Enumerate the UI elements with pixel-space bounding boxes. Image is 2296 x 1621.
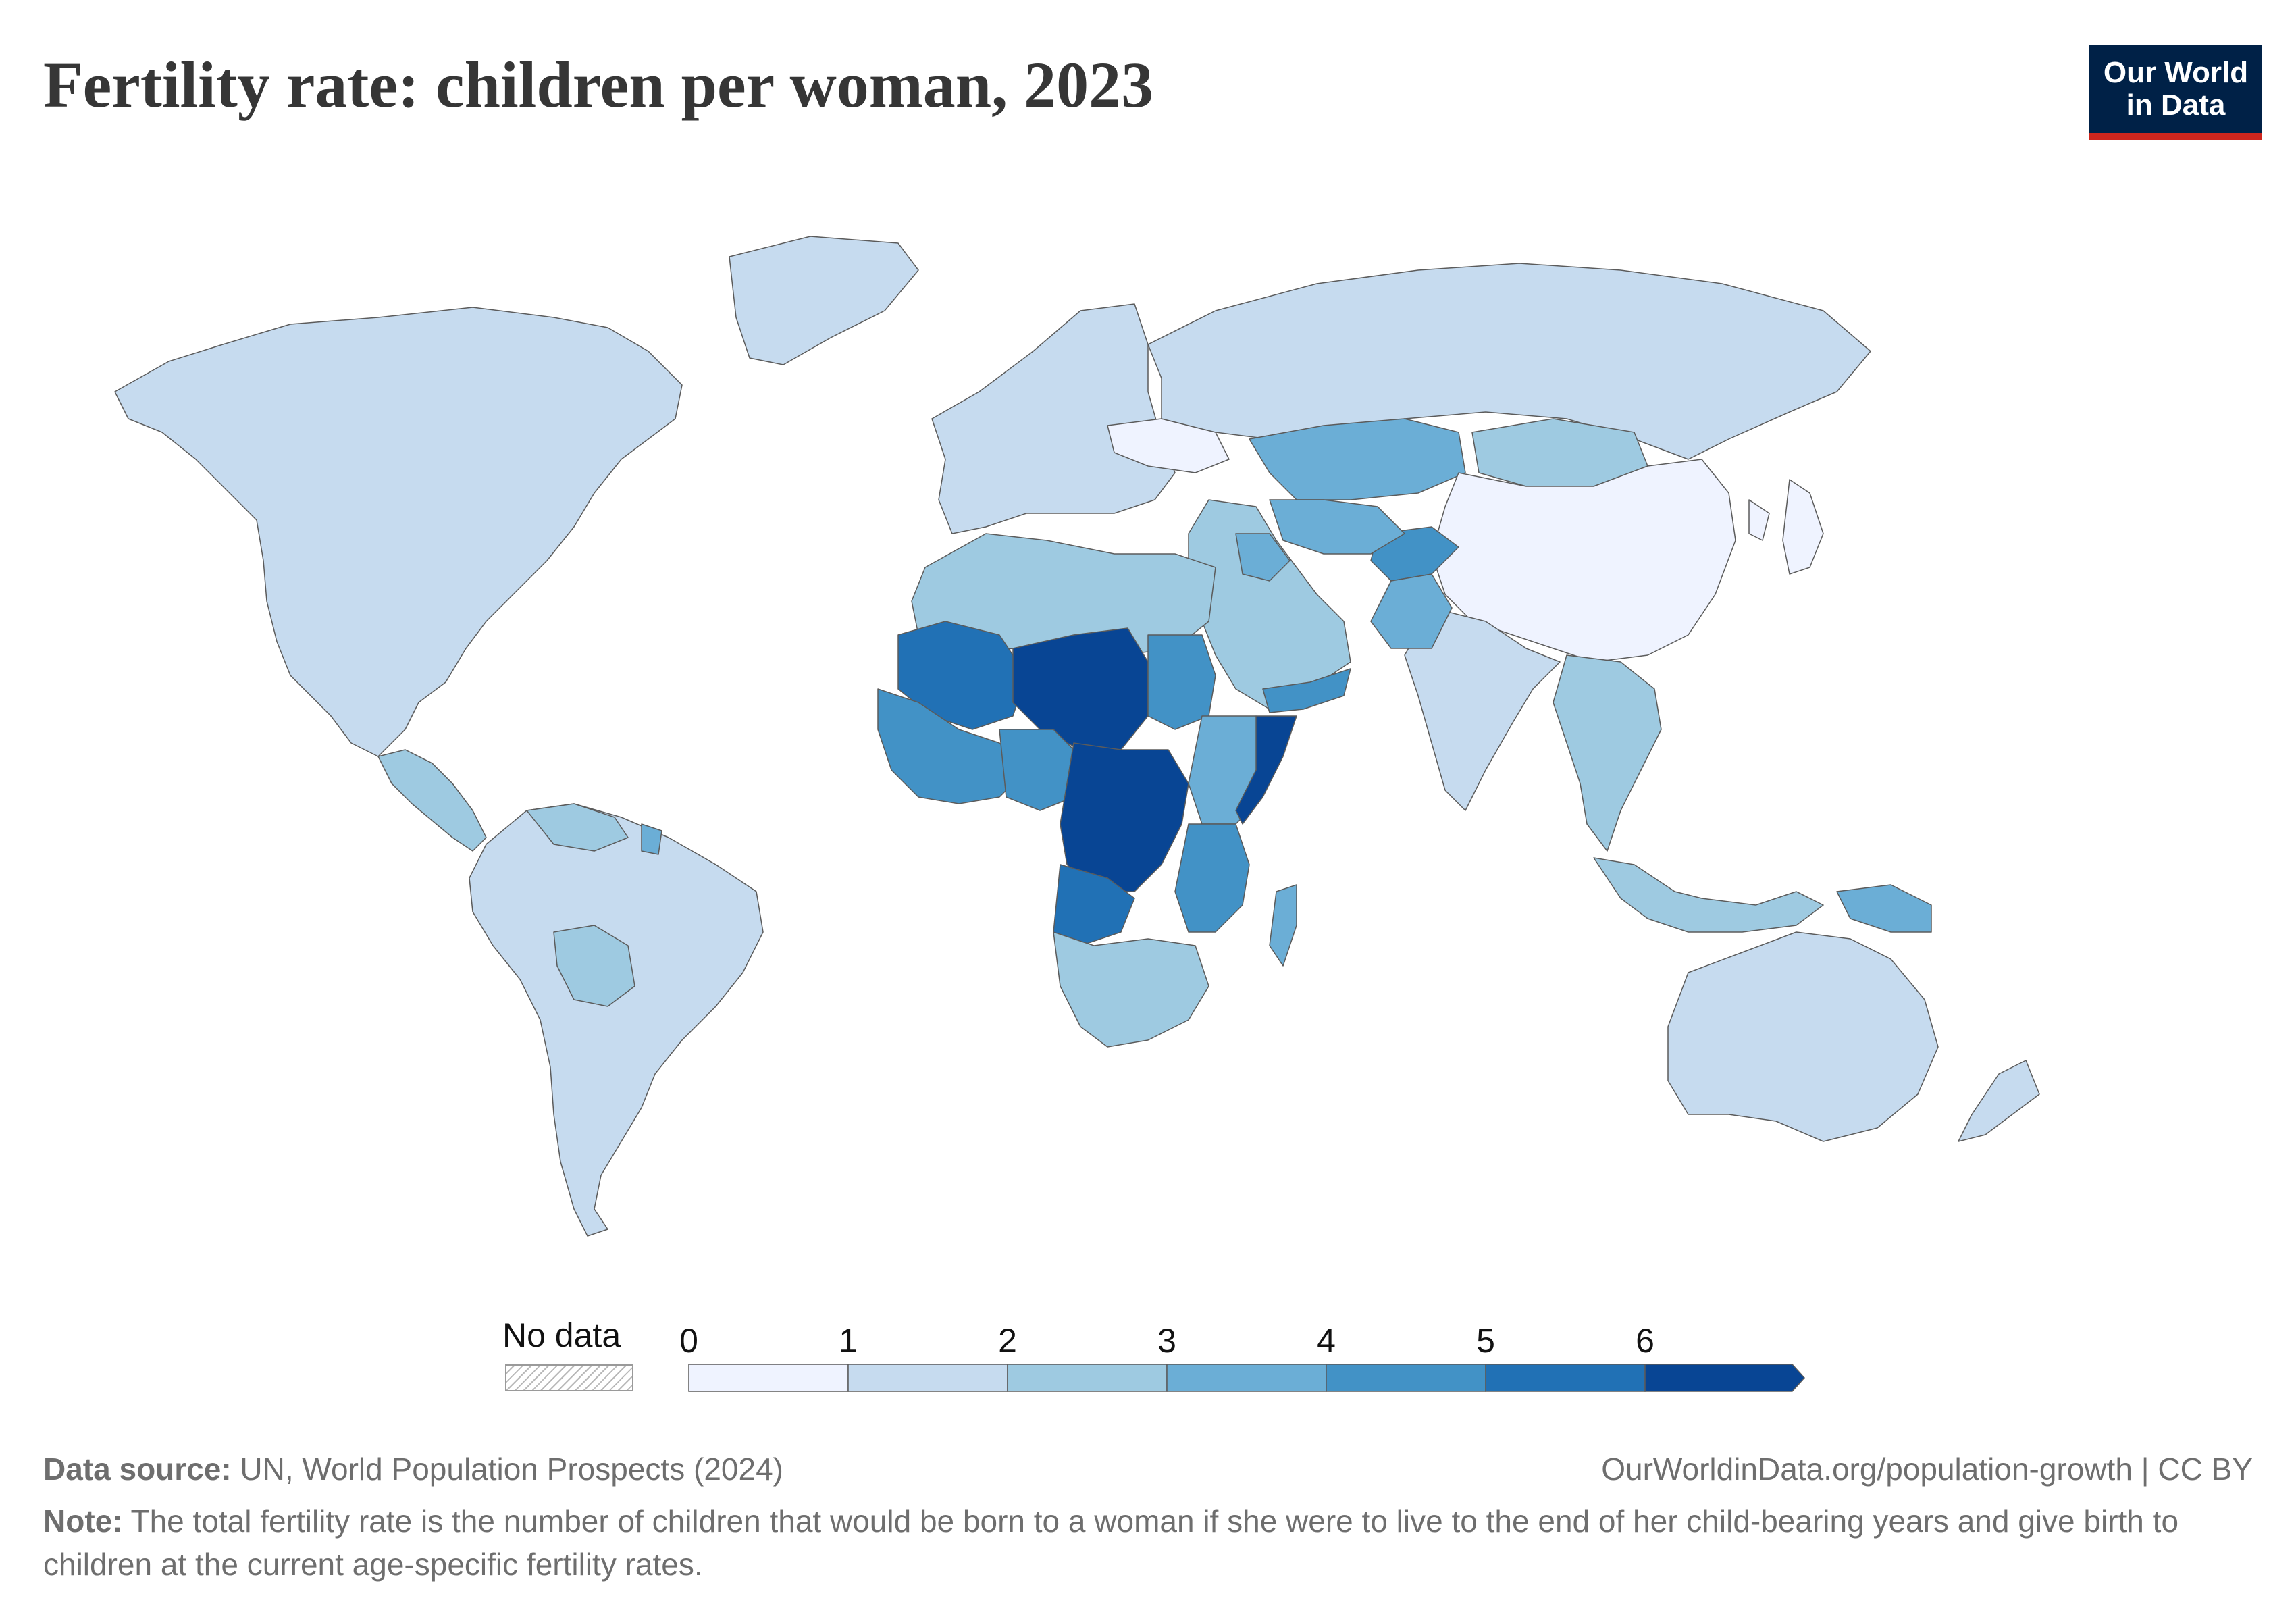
- region-korea-and-japan[interactable]: [1748, 479, 1824, 575]
- region-iraq[interactable]: [1235, 533, 1290, 582]
- region-central-america[interactable]: [377, 749, 487, 852]
- world-map[interactable]: [0, 216, 2296, 1270]
- logo-line-2: in Data: [2126, 88, 2226, 122]
- legend-bin-4[interactable]: [1326, 1364, 1486, 1392]
- region-french-guiana[interactable]: [641, 823, 662, 855]
- legend-bin-0[interactable]: [688, 1364, 849, 1392]
- region-niger-and-chad[interactable]: [1012, 627, 1149, 750]
- region-madagascar[interactable]: [1269, 884, 1297, 967]
- region-india[interactable]: [1404, 607, 1561, 811]
- note-text: The total fertility rate is the number o…: [43, 1503, 2179, 1582]
- region-australia[interactable]: [1667, 931, 1939, 1142]
- source-url-link[interactable]: OurWorldinData.org/population-growth | C…: [1601, 1451, 2253, 1487]
- region-south-america[interactable]: [469, 803, 764, 1237]
- owid-logo[interactable]: Our World in Data: [2089, 45, 2262, 140]
- region-central-asia[interactable]: [1269, 499, 1405, 555]
- page-title: Fertility rate: children per woman, 2023: [43, 49, 1154, 121]
- region-bolivia[interactable]: [553, 925, 635, 1007]
- legend-bin-5[interactable]: [1485, 1364, 1646, 1392]
- data-source-label: Data source:: [43, 1451, 232, 1487]
- legend-tick-label: 0: [679, 1322, 698, 1360]
- region-china[interactable]: [1431, 459, 1736, 663]
- data-source: Data source: UN, World Population Prospe…: [43, 1451, 783, 1487]
- no-data-label: No data: [502, 1316, 621, 1354]
- region-central-african-republic-and-dr-congo[interactable]: [1060, 742, 1189, 892]
- note: Note: The total fertility rate is the nu…: [43, 1499, 2258, 1586]
- logo-line-1: Our World: [2103, 55, 2249, 89]
- region-europe[interactable]: [931, 303, 1176, 534]
- region-pakistan[interactable]: [1370, 573, 1453, 649]
- region-kazakhstan[interactable]: [1249, 418, 1466, 500]
- region-southeast-asia[interactable]: [1553, 654, 1662, 852]
- data-source-text: UN, World Population Prospects (2024): [231, 1451, 783, 1487]
- legend-tick-label: 6: [1636, 1322, 1654, 1360]
- legend-tick-label: 4: [1317, 1322, 1336, 1360]
- region-mauritania-and-mali[interactable]: [897, 621, 1027, 730]
- color-legend: 0 1 2 3 4 5 6: [679, 1322, 1806, 1392]
- legend-tick-label: 2: [998, 1322, 1017, 1360]
- region-east-africa[interactable]: [1174, 823, 1250, 933]
- legend-tick-label: 1: [839, 1322, 858, 1360]
- legend-bin-1[interactable]: [847, 1364, 1008, 1392]
- no-data-swatch: [505, 1364, 633, 1391]
- region-yemen[interactable]: [1262, 668, 1351, 713]
- region-sudan[interactable]: [1147, 634, 1216, 730]
- region-somalia[interactable]: [1235, 715, 1297, 825]
- legend-tick-label: 3: [1157, 1322, 1176, 1360]
- region-new-zealand[interactable]: [1958, 1060, 2040, 1142]
- legend-bin-6[interactable]: [1644, 1364, 1806, 1392]
- legend-bin-2[interactable]: [1007, 1364, 1168, 1392]
- legend-bin-3[interactable]: [1166, 1364, 1327, 1392]
- region-indonesia[interactable]: [1593, 857, 1824, 933]
- region-north-america[interactable]: [114, 236, 919, 757]
- region-venezuela[interactable]: [526, 803, 629, 852]
- region-papua-new-guinea[interactable]: [1836, 884, 1932, 933]
- region-russia[interactable]: [1147, 263, 1871, 460]
- legend-tick-label: 5: [1476, 1322, 1495, 1360]
- region-southern-africa[interactable]: [1053, 931, 1209, 1048]
- note-label: Note:: [43, 1503, 123, 1539]
- region-west-africa[interactable]: [877, 688, 1027, 804]
